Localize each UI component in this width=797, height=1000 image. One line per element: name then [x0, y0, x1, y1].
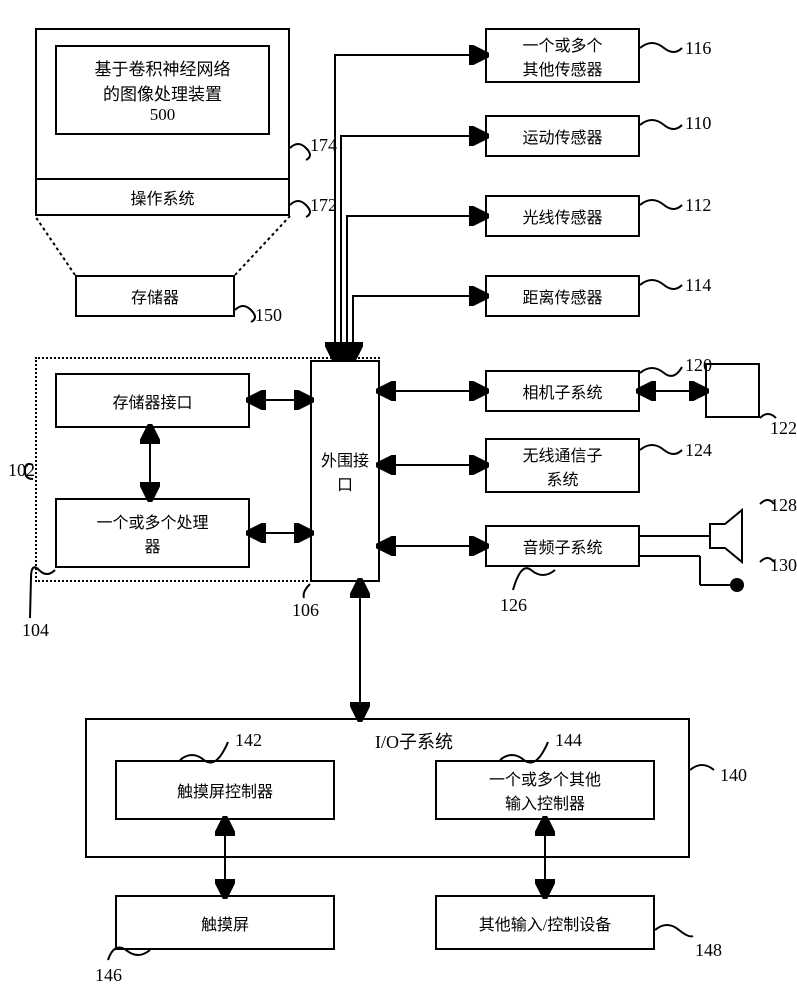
ref-102: 102: [8, 460, 35, 481]
touchscreen-controller-box: 触摸屏控制器: [115, 760, 335, 820]
ref-142: 142: [235, 730, 262, 751]
other-input-controller-box: 一个或多个其他 输入控制器: [435, 760, 655, 820]
ref-106: 106: [292, 600, 319, 621]
ref-112: 112: [685, 195, 711, 216]
camera-external-box: [705, 363, 760, 418]
ref-104: 104: [22, 620, 49, 641]
cnn-device-box: 基于卷积神经网络 的图像处理装置 500: [55, 45, 270, 135]
io-subsystem-label: I/O子系统: [375, 728, 453, 754]
touchscreen-box: 触摸屏: [115, 895, 335, 950]
ref-122: 122: [770, 418, 797, 439]
ref-110: 110: [685, 113, 711, 134]
distance-sensor-box: 距离传感器: [485, 275, 640, 317]
ref-172: 172: [310, 195, 337, 216]
ref-148: 148: [695, 940, 722, 961]
ref-130: 130: [770, 555, 797, 576]
motion-sensor-box: 运动传感器: [485, 115, 640, 157]
wireless-subsystem-box: 无线通信子 系统: [485, 438, 640, 493]
light-sensor-box: 光线传感器: [485, 195, 640, 237]
processors-box: 一个或多个处理 器: [55, 498, 250, 568]
ref-150: 150: [255, 305, 282, 326]
ref-146: 146: [95, 965, 122, 986]
ref-116: 116: [685, 38, 711, 59]
ref-174: 174: [310, 135, 337, 156]
ref-144: 144: [555, 730, 582, 751]
other-sensors-box: 一个或多个 其他传感器: [485, 28, 640, 83]
other-input-device-box: 其他输入/控制设备: [435, 895, 655, 950]
ref-124: 124: [685, 440, 712, 461]
os-box: 操作系统: [35, 178, 290, 216]
ref-140: 140: [720, 765, 747, 786]
ref-120: 120: [685, 355, 712, 376]
ref-126: 126: [500, 595, 527, 616]
camera-subsystem-box: 相机子系统: [485, 370, 640, 412]
ref-114: 114: [685, 275, 711, 296]
peripheral-interface-box: 外围接口: [310, 360, 380, 582]
audio-subsystem-box: 音频子系统: [485, 525, 640, 567]
ref-128: 128: [770, 495, 797, 516]
memory-interface-box: 存储器接口: [55, 373, 250, 428]
memory-box: 存储器: [75, 275, 235, 317]
